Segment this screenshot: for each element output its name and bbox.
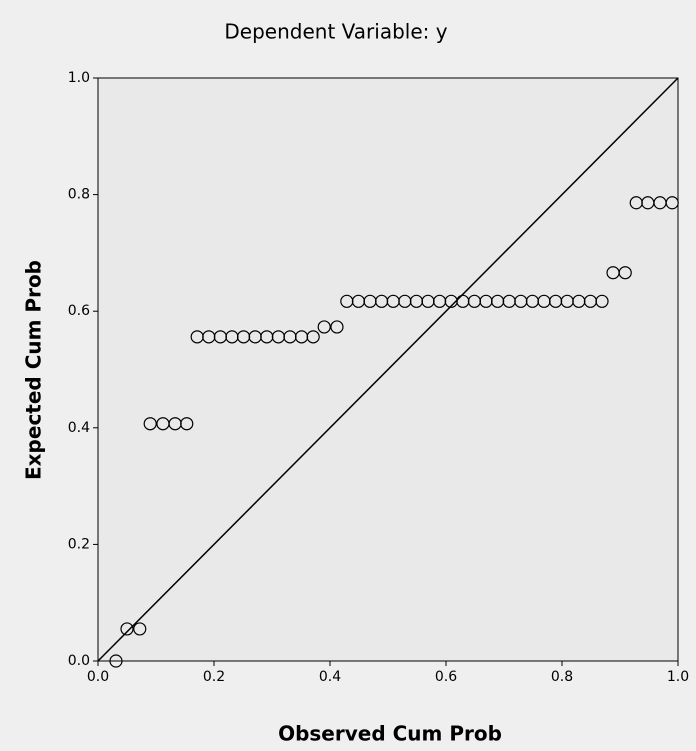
- chart: Dependent Variable: y Observed Cum Prob …: [0, 0, 696, 751]
- y-tick-label: 0.6: [68, 303, 90, 319]
- x-tick-label: 0.4: [319, 669, 341, 685]
- y-tick-label: 0.8: [68, 187, 90, 203]
- x-tick-label: 0.6: [435, 669, 457, 685]
- x-axis-label: Observed Cum Prob: [278, 722, 502, 746]
- x-tick-label: 0.8: [551, 669, 573, 685]
- y-tick-label: 0.4: [68, 420, 90, 436]
- y-tick-label: 0.0: [68, 653, 90, 669]
- chart-title: Dependent Variable: y: [224, 20, 447, 44]
- y-tick-label: 1.0: [68, 70, 90, 86]
- y-axis-label: Expected Cum Prob: [22, 260, 46, 480]
- y-tick-label: 0.2: [68, 536, 90, 552]
- x-tick-label: 0.0: [87, 669, 109, 685]
- x-tick-label: 1.0: [667, 669, 689, 685]
- x-tick-label: 0.2: [203, 669, 225, 685]
